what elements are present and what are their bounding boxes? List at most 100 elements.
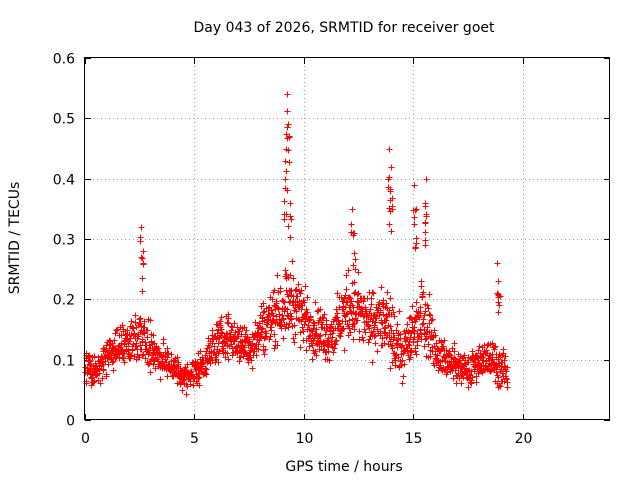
data-point (248, 357, 255, 364)
data-point (388, 164, 395, 171)
data-point (368, 295, 375, 302)
data-point (307, 313, 314, 320)
data-point (387, 365, 394, 372)
y-tick-label: 0.3 (53, 233, 75, 249)
data-point (343, 311, 350, 318)
data-point (386, 307, 393, 314)
data-point (326, 357, 333, 364)
data-point (291, 322, 298, 329)
data-point (218, 314, 225, 321)
data-point (333, 337, 340, 344)
x-tick-label: 0 (81, 431, 90, 447)
data-point (273, 300, 280, 307)
data-point (256, 337, 263, 344)
data-point (283, 211, 290, 218)
y-tick-label: 0.1 (53, 354, 75, 370)
data-point (300, 328, 307, 335)
data-point (195, 375, 202, 382)
data-point (384, 289, 391, 296)
data-point (484, 342, 491, 349)
data-point (408, 347, 415, 354)
data-point (176, 372, 183, 379)
data-point (489, 356, 496, 363)
y-tick-label: 0.5 (53, 112, 75, 128)
data-point (139, 338, 146, 345)
data-point (262, 346, 269, 353)
data-point (289, 258, 296, 265)
data-point (281, 198, 288, 205)
data-point (282, 185, 289, 192)
data-point (422, 336, 429, 343)
data-point (282, 176, 289, 183)
data-point (303, 306, 310, 313)
data-point (225, 356, 232, 363)
data-point (395, 354, 402, 361)
data-point (423, 176, 430, 183)
data-point (383, 317, 390, 324)
data-point (111, 337, 118, 344)
data-point (368, 301, 375, 308)
data-point (425, 305, 432, 312)
data-point (343, 272, 350, 279)
data-point (304, 294, 311, 301)
data-point (441, 337, 448, 344)
data-point (471, 363, 478, 370)
data-point (386, 174, 393, 181)
data-point (103, 371, 110, 378)
data-point (225, 320, 232, 327)
data-point (413, 206, 420, 213)
data-point (369, 318, 376, 325)
data-point (286, 320, 293, 327)
data-point (124, 327, 131, 334)
data-point (386, 146, 393, 153)
data-point (489, 340, 496, 347)
data-point (426, 311, 433, 318)
data-point (424, 324, 431, 331)
data-point (411, 221, 418, 228)
data-point (281, 216, 288, 223)
data-point (282, 158, 289, 165)
data-point (427, 312, 434, 319)
data-point (352, 266, 359, 273)
x-axis-label: GPS time / hours (285, 459, 402, 475)
data-point (99, 375, 106, 382)
data-point (140, 248, 147, 255)
data-point (269, 317, 276, 324)
data-point (175, 361, 182, 368)
data-point (97, 380, 104, 387)
data-point (253, 352, 260, 359)
data-point (280, 316, 287, 323)
data-point (304, 309, 311, 316)
data-point (112, 330, 119, 337)
data-point (338, 294, 345, 301)
data-point (492, 343, 499, 350)
data-point (437, 362, 444, 369)
data-point (334, 290, 341, 297)
data-point (275, 306, 282, 313)
data-point (499, 370, 506, 377)
data-point (365, 339, 372, 346)
data-point (422, 220, 429, 227)
data-point (287, 200, 294, 207)
data-point (128, 318, 135, 325)
data-point (346, 294, 353, 301)
data-point (282, 325, 289, 332)
data-point (412, 244, 419, 251)
data-point (127, 355, 134, 362)
data-point (345, 267, 352, 274)
data-point (381, 340, 388, 347)
data-point (229, 352, 236, 359)
data-point (411, 324, 418, 331)
data-point (139, 352, 146, 359)
data-point (100, 366, 107, 373)
data-point (495, 309, 502, 316)
data-point (410, 327, 417, 334)
data-point (285, 324, 292, 331)
data-point (501, 357, 508, 364)
data-point (483, 347, 490, 354)
data-point (113, 354, 120, 361)
data-point (496, 351, 503, 358)
data-point (356, 328, 363, 335)
data-point (138, 254, 145, 261)
data-point (432, 332, 439, 339)
